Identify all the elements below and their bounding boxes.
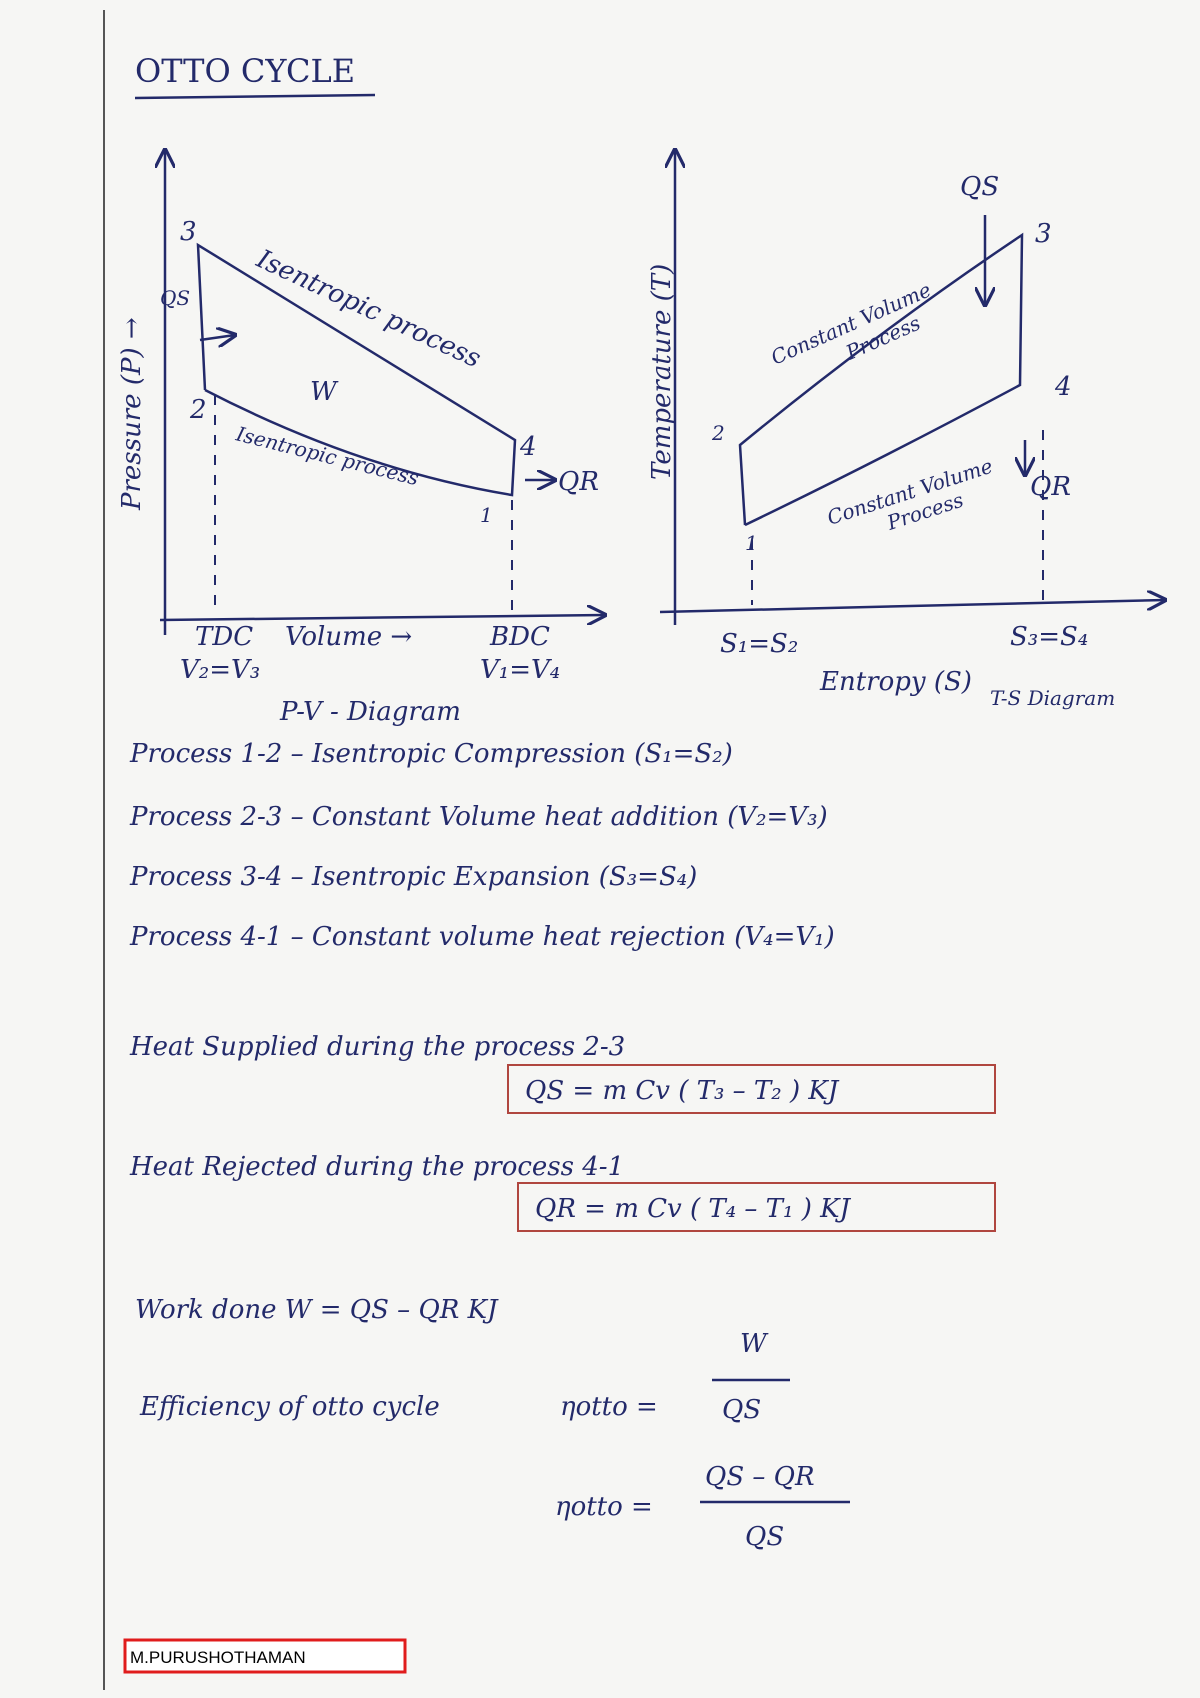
y-axis-label: Pressure (P) → xyxy=(117,317,147,511)
author-box xyxy=(123,1638,407,1674)
volume-label: V₁=V₄ xyxy=(480,655,560,685)
formula: QR = m Cv ( T₄ – T₁ ) KJ xyxy=(535,1194,852,1224)
volume-label: V₂=V₃ xyxy=(180,655,260,685)
efficiency-text: Efficiency of otto cycle xyxy=(139,1392,440,1422)
x-axis-label: Entropy (S) xyxy=(819,667,972,697)
process: Process 4-1 – Constant volume heat rejec… xyxy=(129,922,835,952)
point-label: 4 xyxy=(519,432,537,462)
formula-box xyxy=(507,1064,996,1114)
entropy-label: S₁=S₂ xyxy=(720,629,798,659)
heat-out: QR xyxy=(558,467,599,497)
axis xyxy=(159,615,605,620)
axis xyxy=(659,600,1165,614)
formula: QS = m Cv ( T₃ – T₂ ) KJ xyxy=(525,1076,840,1106)
denominator: QS xyxy=(722,1395,761,1425)
heat-supplied: Heat Supplied during the process 2-3 xyxy=(129,1032,625,1062)
title-underline xyxy=(134,93,376,100)
point-label: 3 xyxy=(1035,219,1052,249)
y-axis-label: Temperature (T) xyxy=(647,264,677,480)
heat-rejected: Heat Rejected during the process 4-1 xyxy=(129,1152,624,1182)
formula-box xyxy=(517,1182,996,1232)
entropy-label: S₃=S₄ xyxy=(1010,622,1088,652)
heat-in: QS xyxy=(160,286,190,310)
point-label: 1 xyxy=(480,503,493,527)
caption: P-V - Diagram xyxy=(279,697,461,727)
point-label: 3 xyxy=(180,217,197,247)
work-done: Work done W = QS – QR KJ xyxy=(135,1295,499,1325)
process: Process 1-2 – Isentropic Compression (S₁… xyxy=(129,739,733,769)
point-label: 2 xyxy=(189,395,207,425)
cycle xyxy=(738,232,1024,527)
author: M.PURUSHOTHAMAN xyxy=(130,1648,306,1667)
process: Process 3-4 – Isentropic Expansion (S₃=S… xyxy=(129,862,697,892)
efficiency-symbol: ηotto = xyxy=(555,1492,653,1522)
work-label: W xyxy=(310,377,339,407)
bdc-label: BDC xyxy=(489,622,550,652)
point-label: 2 xyxy=(711,421,725,445)
process: Process 2-3 – Constant Volume heat addit… xyxy=(129,802,828,832)
denominator: QS xyxy=(745,1522,784,1552)
point-label: 4 xyxy=(1054,372,1072,402)
title: OTTO CYCLE xyxy=(135,52,355,90)
cycle xyxy=(196,242,517,497)
numerator: W xyxy=(740,1329,769,1359)
arrow xyxy=(199,335,235,340)
tdc-label: TDC xyxy=(195,622,253,652)
numerator: QS – QR xyxy=(705,1462,815,1492)
caption: T-S Diagram xyxy=(990,686,1115,710)
efficiency-symbol: ηotto = xyxy=(560,1392,658,1422)
heat-out: QR xyxy=(1030,472,1071,502)
point-label: 1 xyxy=(745,531,758,555)
heat-in: QS xyxy=(960,172,999,202)
x-axis-label: Volume → xyxy=(285,622,412,652)
